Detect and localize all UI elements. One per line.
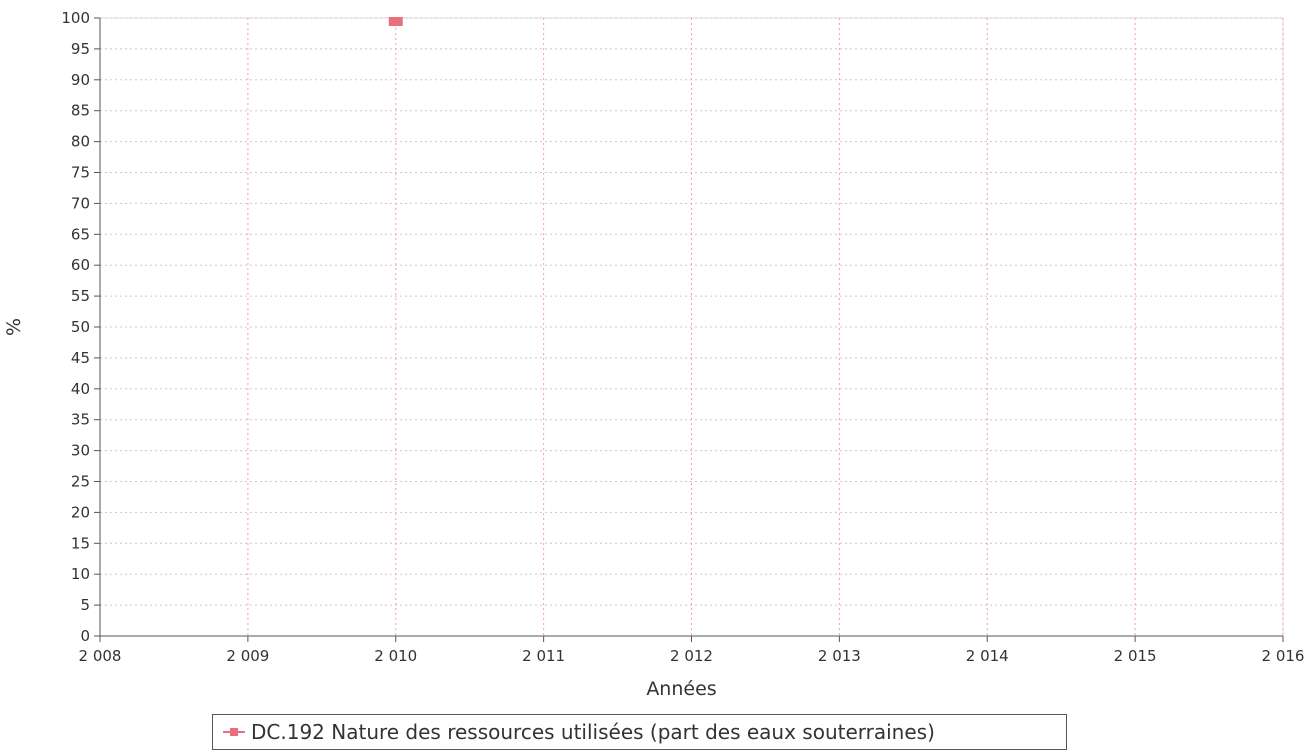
- y-tick-label: 70: [71, 194, 90, 212]
- y-tick-label: 55: [71, 287, 90, 305]
- chart-plot: 0 5 10 15 20 25 30 35 40 45 50 55 60 65 70 75 80 85 90 95 10…: [3, 9, 1305, 700]
- x-tick-label: 2 015: [1114, 647, 1157, 665]
- y-tick-label: 25: [71, 473, 90, 491]
- legend-marker-icon: [223, 726, 245, 738]
- x-axis-ticks: 2 008 2 009 2 010 2 011 2 012 2 013 2 014 2 015…: [79, 636, 1305, 665]
- y-tick-label: 100: [61, 9, 90, 27]
- y-tick-label: 85: [71, 102, 90, 120]
- y-tick-label: 30: [71, 442, 90, 460]
- y-tick-label: 65: [71, 225, 90, 243]
- y-tick-label: 20: [71, 503, 90, 521]
- y-tick-label: 40: [71, 380, 90, 398]
- data-point: [388, 17, 403, 26]
- x-tick-label: 2 011: [522, 647, 565, 665]
- grid: [99, 17, 1284, 637]
- x-tick-label: 2 013: [818, 647, 861, 665]
- x-axis-title: Années: [646, 678, 716, 700]
- y-tick-label: 80: [71, 133, 90, 151]
- y-tick-label: 60: [71, 256, 90, 274]
- y-tick-label: 5: [80, 596, 90, 614]
- series: [388, 17, 403, 26]
- y-tick-label: 35: [71, 411, 90, 429]
- y-axis-title: %: [3, 318, 25, 336]
- legend-label: DC.192 Nature des ressources utilisées (…: [251, 720, 935, 744]
- x-tick-label: 2 014: [966, 647, 1009, 665]
- x-tick-label: 2 009: [226, 647, 269, 665]
- x-tick-label: 2 016: [1262, 647, 1305, 665]
- y-tick-label: 15: [71, 534, 90, 552]
- x-tick-label: 2 012: [670, 647, 713, 665]
- y-tick-label: 0: [80, 627, 90, 645]
- x-tick-label: 2 008: [79, 647, 122, 665]
- y-tick-label: 50: [71, 318, 90, 336]
- y-tick-label: 45: [71, 349, 90, 367]
- y-tick-label: 75: [71, 164, 90, 182]
- y-axis-ticks: 0 5 10 15 20 25 30 35 40 45 50 55 60 65 70 75 80 85 90 95 10…: [61, 9, 100, 645]
- legend: DC.192 Nature des ressources utilisées (…: [212, 714, 1067, 750]
- y-tick-label: 95: [71, 40, 90, 58]
- y-tick-label: 90: [71, 71, 90, 89]
- y-tick-label: 10: [71, 565, 90, 583]
- x-tick-label: 2 010: [374, 647, 417, 665]
